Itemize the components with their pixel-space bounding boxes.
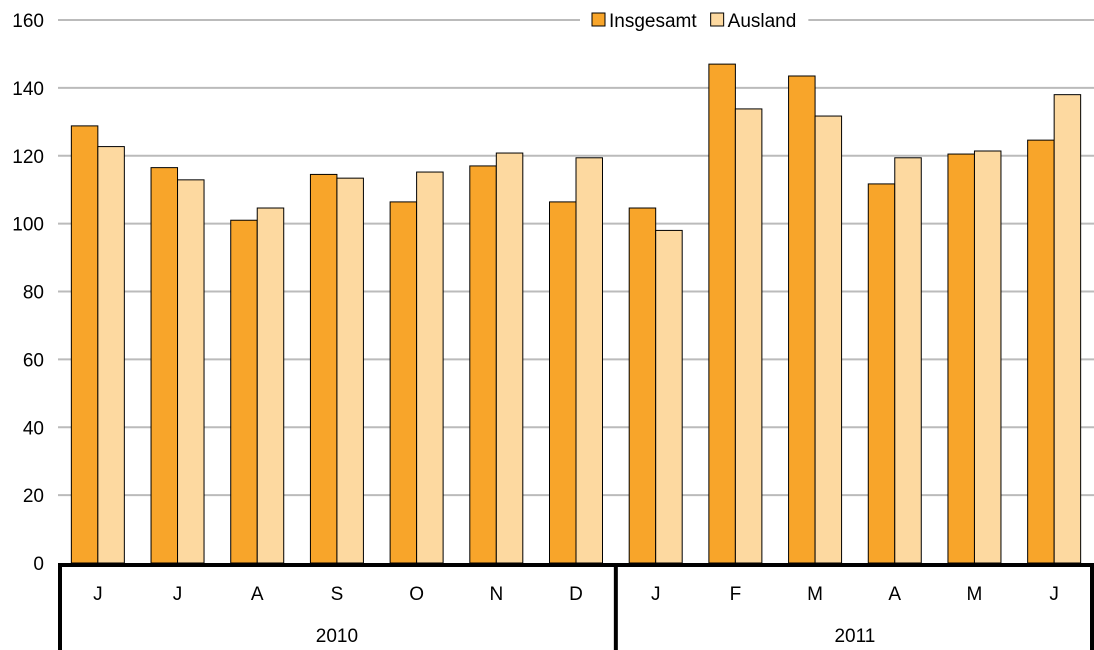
legend-background [580, 6, 809, 34]
bar-insgesamt [708, 63, 736, 564]
y-tick-label: 120 [12, 147, 44, 168]
x-tick-label: D [569, 584, 583, 605]
bar-ausland [973, 150, 1002, 564]
bar-ausland [256, 207, 285, 564]
bar-insgesamt [70, 125, 99, 564]
x-tick-label: S [331, 584, 344, 605]
bar-insgesamt [1027, 139, 1055, 564]
y-tick-label: 160 [12, 11, 44, 32]
y-tick-label: 60 [23, 350, 44, 371]
x-tick-label: J [93, 584, 103, 605]
bar-ausland [655, 229, 683, 564]
x-tick-label: N [489, 584, 503, 605]
bar-ausland [97, 146, 125, 564]
x-tick-label: A [251, 584, 264, 605]
bar-insgesamt [469, 165, 497, 564]
y-tick-label: 140 [12, 79, 44, 100]
y-tick-label: 80 [23, 283, 44, 304]
x-tick-label: M [807, 584, 823, 605]
bar-ausland [1053, 94, 1082, 564]
y-tick-label: 20 [23, 486, 44, 507]
x-tick-label: J [651, 584, 661, 605]
x-axis: J J A S O N D J F M A M J 2010 2011 [58, 563, 1094, 650]
y-axis-ticks: 0 20 40 60 80 100 120 140 160 [12, 11, 44, 575]
x-tick-label: J [1049, 584, 1059, 605]
legend: Insgesamt Ausland [580, 6, 809, 34]
bar-ausland [814, 115, 843, 564]
bar-insgesamt [230, 219, 258, 564]
bar-insgesamt [389, 201, 418, 564]
bar-ausland [416, 171, 444, 564]
bar-insgesamt [628, 207, 657, 564]
x-tick-label: O [409, 584, 424, 605]
group-label: 2010 [316, 626, 358, 647]
bar-insgesamt [309, 173, 338, 564]
x-tick-label: A [888, 584, 901, 605]
bar-insgesamt [947, 153, 975, 564]
bar-insgesamt [150, 167, 179, 564]
legend-label-insgesamt: Insgesamt [609, 11, 697, 32]
legend-swatch-insgesamt [591, 12, 606, 27]
x-tick-label: J [173, 584, 183, 605]
x-tick-label: M [967, 584, 983, 605]
bar-ausland [575, 157, 603, 564]
legend-label-ausland: Ausland [728, 11, 797, 32]
bars [70, 63, 1082, 564]
y-tick-label: 100 [12, 215, 44, 236]
y-tick-label: 40 [23, 418, 44, 439]
bar-insgesamt [549, 201, 577, 564]
x-tick-label: F [730, 584, 742, 605]
bar-ausland [177, 179, 205, 564]
y-tick-label: 0 [33, 554, 44, 575]
bar-ausland [336, 177, 364, 564]
bar-insgesamt [867, 183, 896, 564]
bar-ausland [734, 108, 763, 564]
bar-insgesamt [788, 75, 816, 564]
bar-ausland [495, 152, 524, 564]
bar-ausland [894, 157, 922, 564]
group-label: 2011 [834, 626, 875, 647]
legend-swatch-ausland [710, 12, 725, 27]
